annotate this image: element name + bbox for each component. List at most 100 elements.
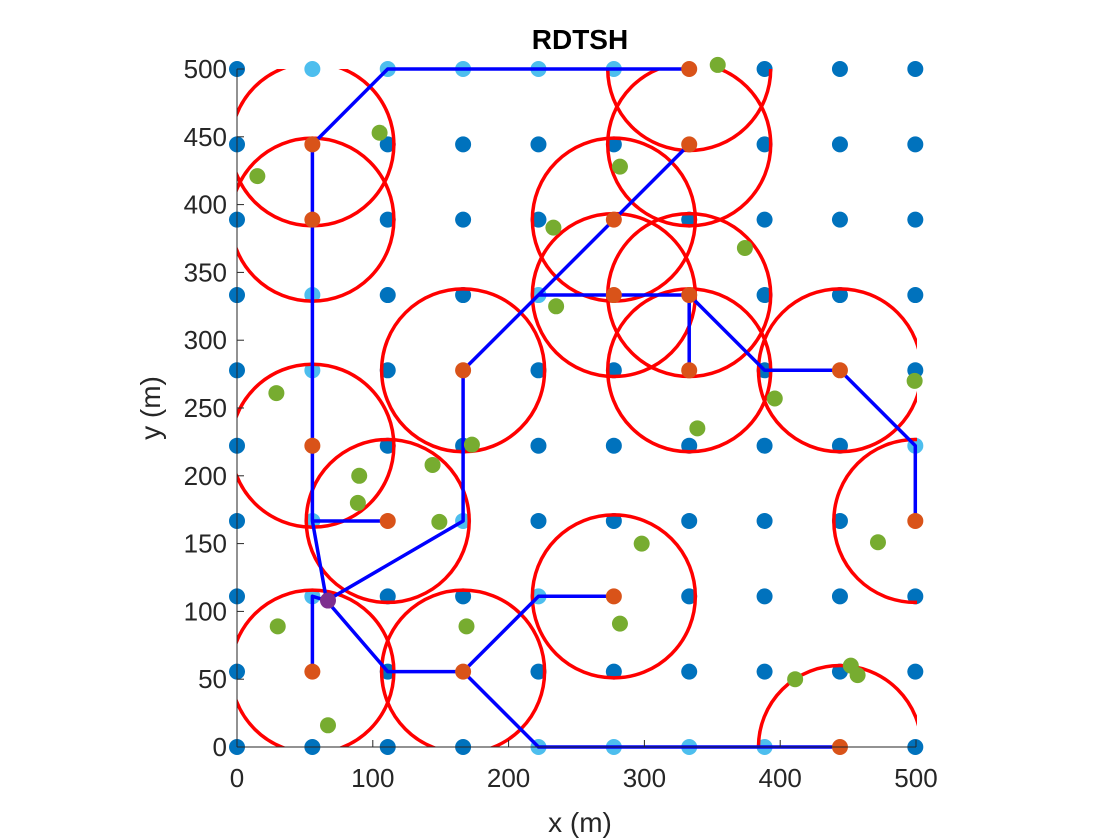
sensor-point (269, 618, 286, 635)
grid-node (379, 211, 396, 228)
grid-node (379, 362, 396, 379)
grid-node (907, 61, 924, 77)
hover-node (681, 61, 698, 77)
x-tick-label: 100 (351, 763, 394, 793)
grid-node (530, 362, 547, 379)
hover-node (605, 588, 622, 605)
grid-node (455, 136, 472, 153)
grid-node (907, 287, 924, 304)
hover-node (455, 362, 472, 379)
sensor-point (633, 535, 650, 552)
sensor-point (351, 467, 368, 484)
hover-node (304, 663, 321, 680)
y-tick-label: 150 (184, 529, 227, 559)
grid-node (530, 663, 547, 680)
grid-node (530, 512, 547, 529)
grid-node (605, 136, 622, 153)
grid-node (530, 437, 547, 454)
grid-node (756, 61, 773, 77)
y-tick-label: 450 (184, 122, 227, 152)
grid-node (605, 512, 622, 529)
path-node (304, 61, 321, 77)
coverage-circle (304, 437, 471, 605)
sensor-point (766, 390, 783, 407)
hover-node (681, 362, 698, 379)
uav-path-line (310, 67, 840, 749)
hover-node (605, 211, 622, 228)
grid-node (831, 211, 848, 228)
sensor-point (611, 615, 628, 632)
coverage-circle (379, 588, 547, 747)
grid-node (379, 136, 396, 153)
hover-node (605, 287, 622, 304)
grid-node (907, 211, 924, 228)
sensor-point (349, 494, 366, 511)
x-tick-label: 0 (230, 763, 244, 793)
grid-node (756, 211, 773, 228)
grid-node (379, 437, 396, 454)
grid-node (455, 588, 472, 605)
grid-node (831, 287, 848, 304)
y-tick-label: 200 (184, 461, 227, 491)
x-tick-label: 300 (623, 763, 666, 793)
grid-node (379, 287, 396, 304)
hover-node (304, 211, 321, 228)
coverage-circle (530, 513, 698, 680)
grid-node (756, 287, 773, 304)
hover-node (831, 362, 848, 379)
x-tick-label: 400 (759, 763, 802, 793)
grid-node (605, 663, 622, 680)
grid-node (455, 287, 472, 304)
grid-node (379, 588, 396, 605)
chart-title: RDTSH (532, 24, 628, 55)
grid-node (530, 211, 547, 228)
sensor-point (709, 56, 726, 73)
coverage-circle (606, 69, 773, 228)
hover-node (455, 663, 472, 680)
plot-area (229, 56, 924, 755)
y-tick-label: 100 (184, 596, 227, 626)
grid-node (530, 136, 547, 153)
grid-node (681, 211, 698, 228)
grid-node (831, 437, 848, 454)
hover-node (379, 512, 396, 529)
y-axis-label: y (m) (135, 376, 166, 440)
x-tick-label: 500 (894, 763, 937, 793)
sensor-point (869, 534, 886, 551)
hover-node (304, 136, 321, 153)
y-tick-label: 350 (184, 257, 227, 287)
sensor-point (545, 219, 562, 236)
grid-node (681, 588, 698, 605)
grid-node (831, 588, 848, 605)
grid-node (907, 136, 924, 153)
grid-node (831, 61, 848, 77)
y-tick-label: 0 (213, 732, 227, 762)
sensor-point (424, 456, 441, 473)
hover-node (681, 136, 698, 153)
sensor-point (249, 168, 266, 185)
sensor-point (611, 158, 628, 175)
sensor-point (463, 436, 480, 453)
grid-node (455, 211, 472, 228)
grid-node (756, 136, 773, 153)
hover-node (681, 287, 698, 304)
grid-node (756, 663, 773, 680)
grid-node (681, 437, 698, 454)
sensor-point (371, 124, 388, 141)
sensor-point (431, 513, 448, 530)
sensor-point (689, 420, 706, 437)
grid-node (681, 512, 698, 529)
uav-path-line (538, 293, 918, 521)
axes: 0 100 200 300 400 500 0 50 100 150 200 250 300 350 400… (184, 54, 938, 793)
hover-node (907, 512, 924, 529)
grid-node (756, 437, 773, 454)
grid-node (756, 588, 773, 605)
grid-node (605, 437, 622, 454)
x-tick-label: 200 (487, 763, 530, 793)
sensor-point (319, 717, 336, 734)
sensor-point (458, 618, 475, 635)
coverage-circle (756, 663, 917, 747)
grid-node (681, 663, 698, 680)
grid-node (831, 512, 848, 529)
